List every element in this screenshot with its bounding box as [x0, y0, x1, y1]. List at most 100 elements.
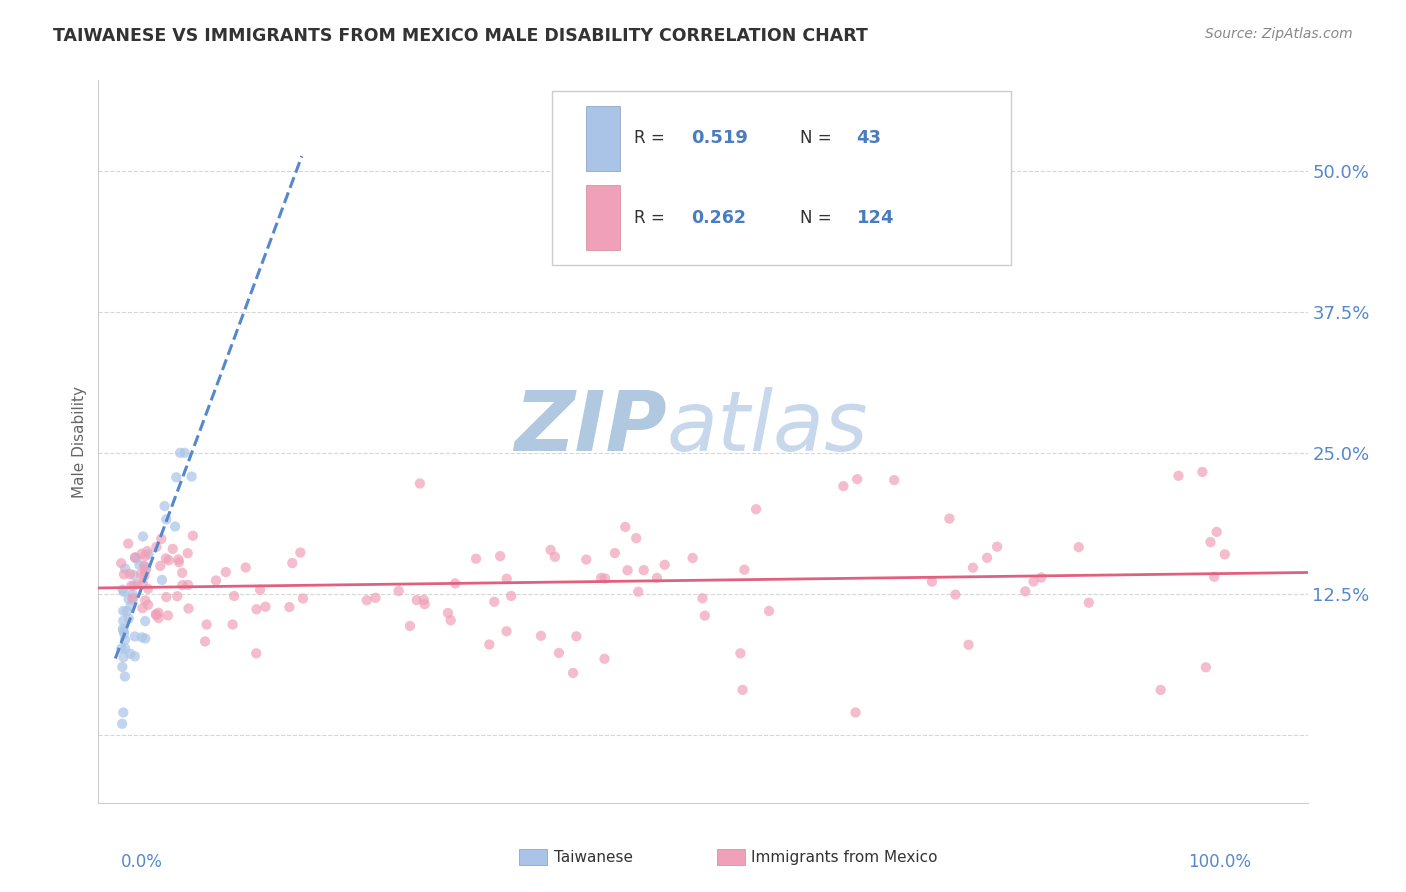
Point — [1199, 535, 1222, 549]
Point — [495, 624, 517, 639]
Point — [616, 563, 638, 577]
Point — [121, 592, 143, 607]
Point — [921, 574, 943, 589]
Point — [215, 565, 238, 579]
Point — [121, 591, 143, 605]
Point — [962, 560, 984, 574]
Point — [205, 574, 228, 588]
Point — [110, 641, 132, 656]
Point — [593, 652, 616, 666]
Point — [114, 669, 136, 683]
Point — [444, 576, 467, 591]
Text: ZIP: ZIP — [515, 386, 666, 467]
Point — [437, 606, 460, 620]
Point — [562, 665, 585, 680]
Point — [986, 540, 1008, 554]
Point — [846, 472, 869, 486]
Point — [165, 519, 187, 533]
Point — [173, 446, 195, 460]
Point — [1205, 524, 1227, 539]
Point — [134, 632, 156, 646]
Point — [136, 582, 159, 596]
Point — [654, 558, 676, 572]
Point — [1031, 570, 1053, 584]
Point — [465, 551, 488, 566]
Point — [399, 619, 422, 633]
Point — [440, 613, 463, 627]
Point — [254, 599, 277, 614]
Point — [540, 543, 562, 558]
Point — [112, 614, 135, 628]
Point — [591, 571, 613, 585]
Point — [145, 540, 167, 554]
Point — [194, 634, 217, 648]
Point — [976, 550, 998, 565]
Point — [478, 638, 501, 652]
Point — [122, 568, 145, 582]
Point — [548, 646, 571, 660]
Point — [278, 600, 301, 615]
Point — [356, 593, 378, 607]
Text: 0.519: 0.519 — [690, 129, 748, 147]
Point — [112, 604, 135, 618]
Point — [145, 607, 167, 622]
Point — [150, 532, 173, 546]
Point — [134, 593, 156, 607]
Point — [181, 529, 204, 543]
Point — [114, 641, 136, 656]
Point — [150, 573, 173, 587]
Point — [134, 559, 156, 574]
Point — [249, 582, 271, 597]
Point — [112, 626, 135, 640]
Text: N =: N = — [800, 129, 837, 147]
Point — [157, 553, 180, 567]
Point — [501, 589, 523, 603]
Point — [693, 608, 716, 623]
Point — [645, 571, 668, 585]
Point — [114, 562, 136, 576]
Text: N =: N = — [800, 209, 837, 227]
Point — [565, 629, 588, 643]
Point — [118, 611, 141, 625]
Point — [1067, 540, 1090, 554]
Point — [172, 578, 194, 592]
Point — [530, 629, 553, 643]
Point — [134, 614, 156, 628]
Point — [484, 595, 506, 609]
Point — [128, 558, 150, 573]
Point — [1077, 596, 1099, 610]
Point — [938, 511, 960, 525]
Point — [172, 566, 194, 580]
Point — [745, 502, 768, 516]
Point — [177, 578, 200, 592]
Point — [117, 536, 139, 550]
Text: R =: R = — [634, 209, 671, 227]
Point — [124, 550, 146, 565]
Point — [364, 591, 387, 605]
Point — [138, 547, 160, 561]
Point — [149, 558, 172, 573]
Point — [124, 629, 146, 643]
Text: atlas: atlas — [666, 386, 869, 467]
Point — [132, 576, 155, 591]
Point — [131, 547, 153, 561]
Point — [1022, 574, 1045, 589]
Point — [957, 638, 980, 652]
Point — [136, 544, 159, 558]
Point — [129, 567, 152, 582]
Point — [155, 551, 177, 566]
Point — [544, 549, 567, 564]
Point — [165, 470, 187, 484]
Text: Source: ZipAtlas.com: Source: ZipAtlas.com — [1205, 27, 1353, 41]
Point — [118, 566, 141, 581]
Point — [1014, 584, 1036, 599]
Point — [603, 546, 626, 560]
Point — [1204, 570, 1226, 584]
Point — [731, 682, 754, 697]
Point — [177, 601, 200, 615]
Point — [221, 617, 243, 632]
Point — [166, 589, 188, 603]
Point — [692, 591, 714, 606]
Y-axis label: Male Disability: Male Disability — [72, 385, 87, 498]
Point — [124, 649, 146, 664]
